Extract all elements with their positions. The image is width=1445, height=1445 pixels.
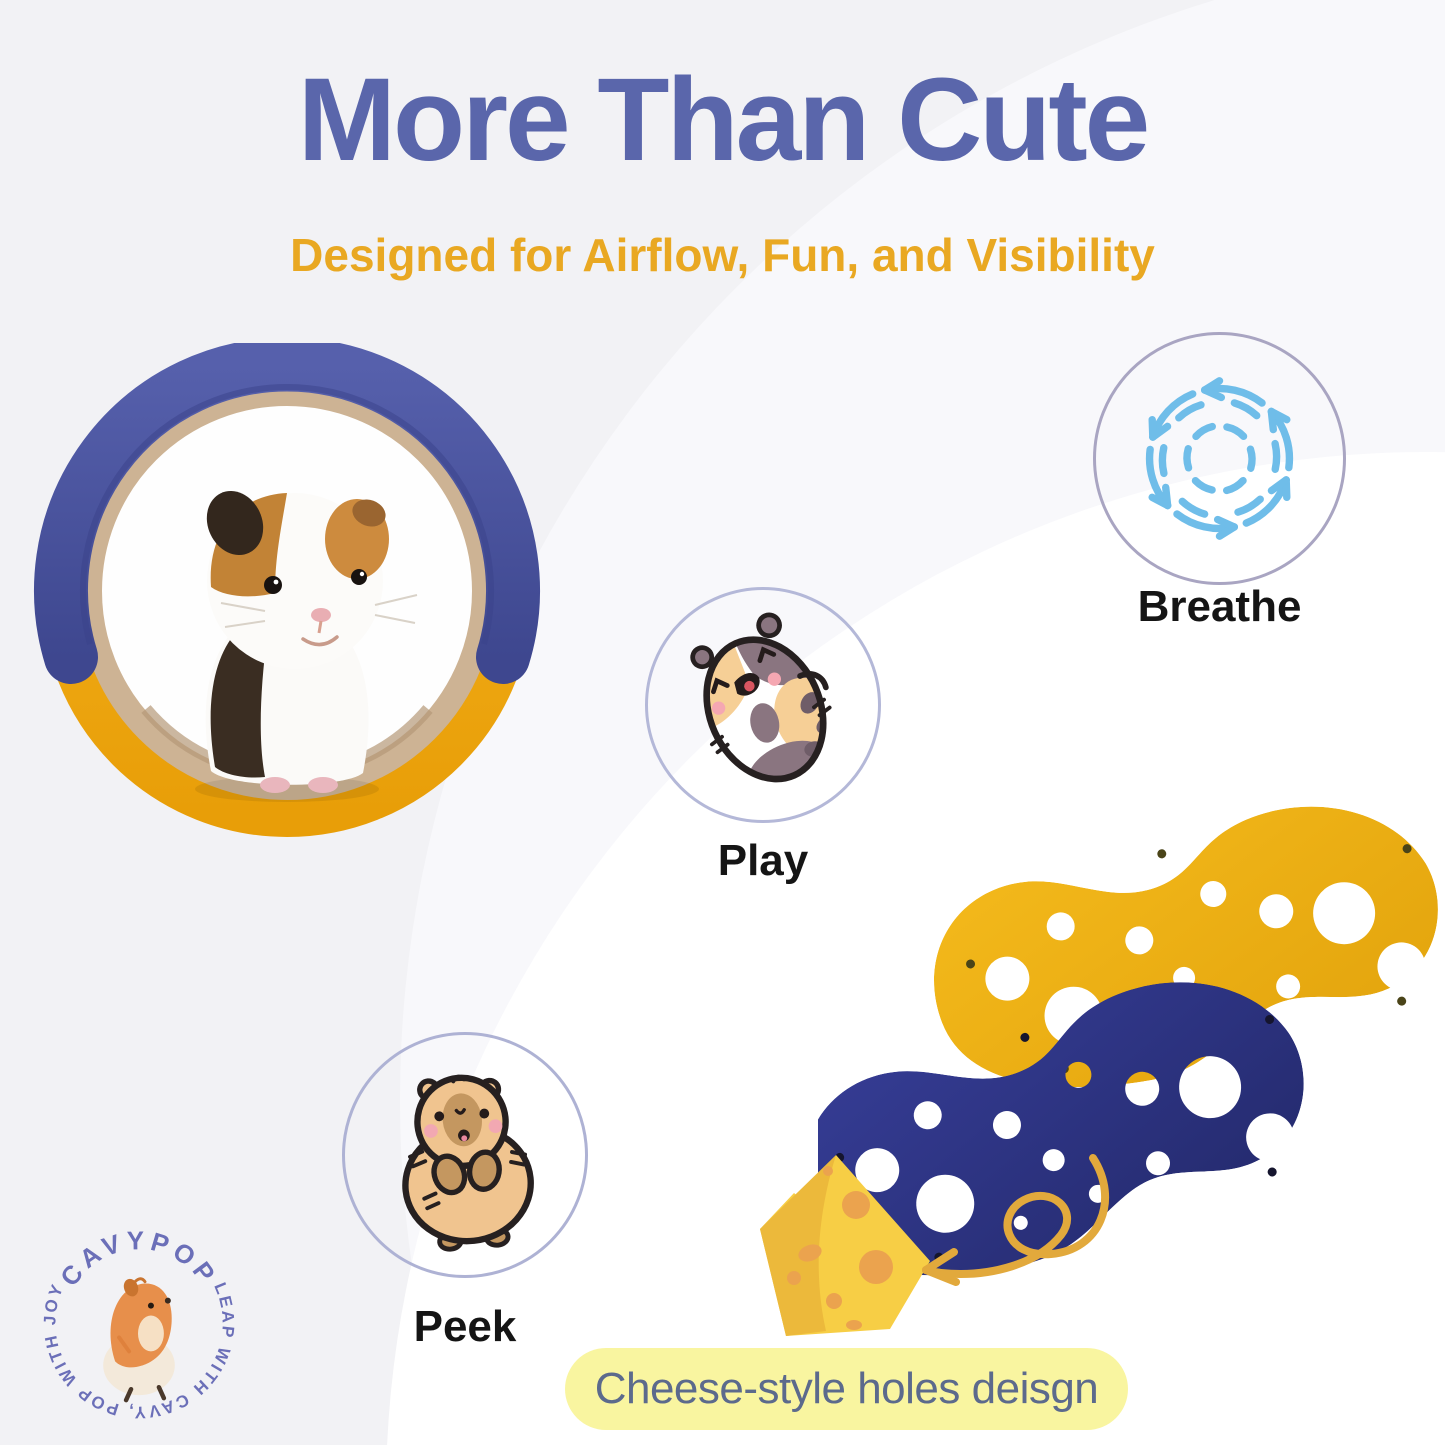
feature-circle-breathe — [1093, 332, 1346, 585]
callout-pill: Cheese-style holes deisgn — [565, 1348, 1128, 1430]
guinea-pig-illustration — [195, 490, 418, 802]
svg-text:CAVYPOP: CAVYPOP — [56, 1227, 223, 1291]
feature-circle-peek — [342, 1032, 588, 1278]
airflow-swirl-icon — [1145, 377, 1294, 540]
guinea-pig-tunnel-photo — [34, 343, 540, 837]
page-title: More Than Cute — [297, 54, 1151, 186]
play-guinea-pig-icon — [690, 612, 843, 798]
peek-capybara-icon — [402, 1074, 534, 1252]
curly-arrow-icon — [922, 1154, 1110, 1286]
feature-label-breathe: Breathe — [1137, 582, 1302, 631]
page-subtitle: Designed for Airflow, Fun, and Visibilit… — [290, 229, 1155, 281]
cheese-wedge-icon — [760, 1155, 930, 1336]
cheese-callout-graphic — [760, 1154, 1110, 1336]
feature-label-peek: Peek — [413, 1302, 517, 1351]
feature-circle-play — [645, 587, 881, 823]
logo-brand-text: CAVYPOP — [56, 1227, 218, 1291]
brand-logo: CAVYPOP LEAP WITH CAVY, POP WITH JOY — [40, 1227, 235, 1421]
feature-label-play: Play — [717, 836, 809, 885]
logo-guinea-pig-icon — [103, 1277, 175, 1403]
callout-text: Cheese-style holes deisgn — [594, 1364, 1099, 1413]
